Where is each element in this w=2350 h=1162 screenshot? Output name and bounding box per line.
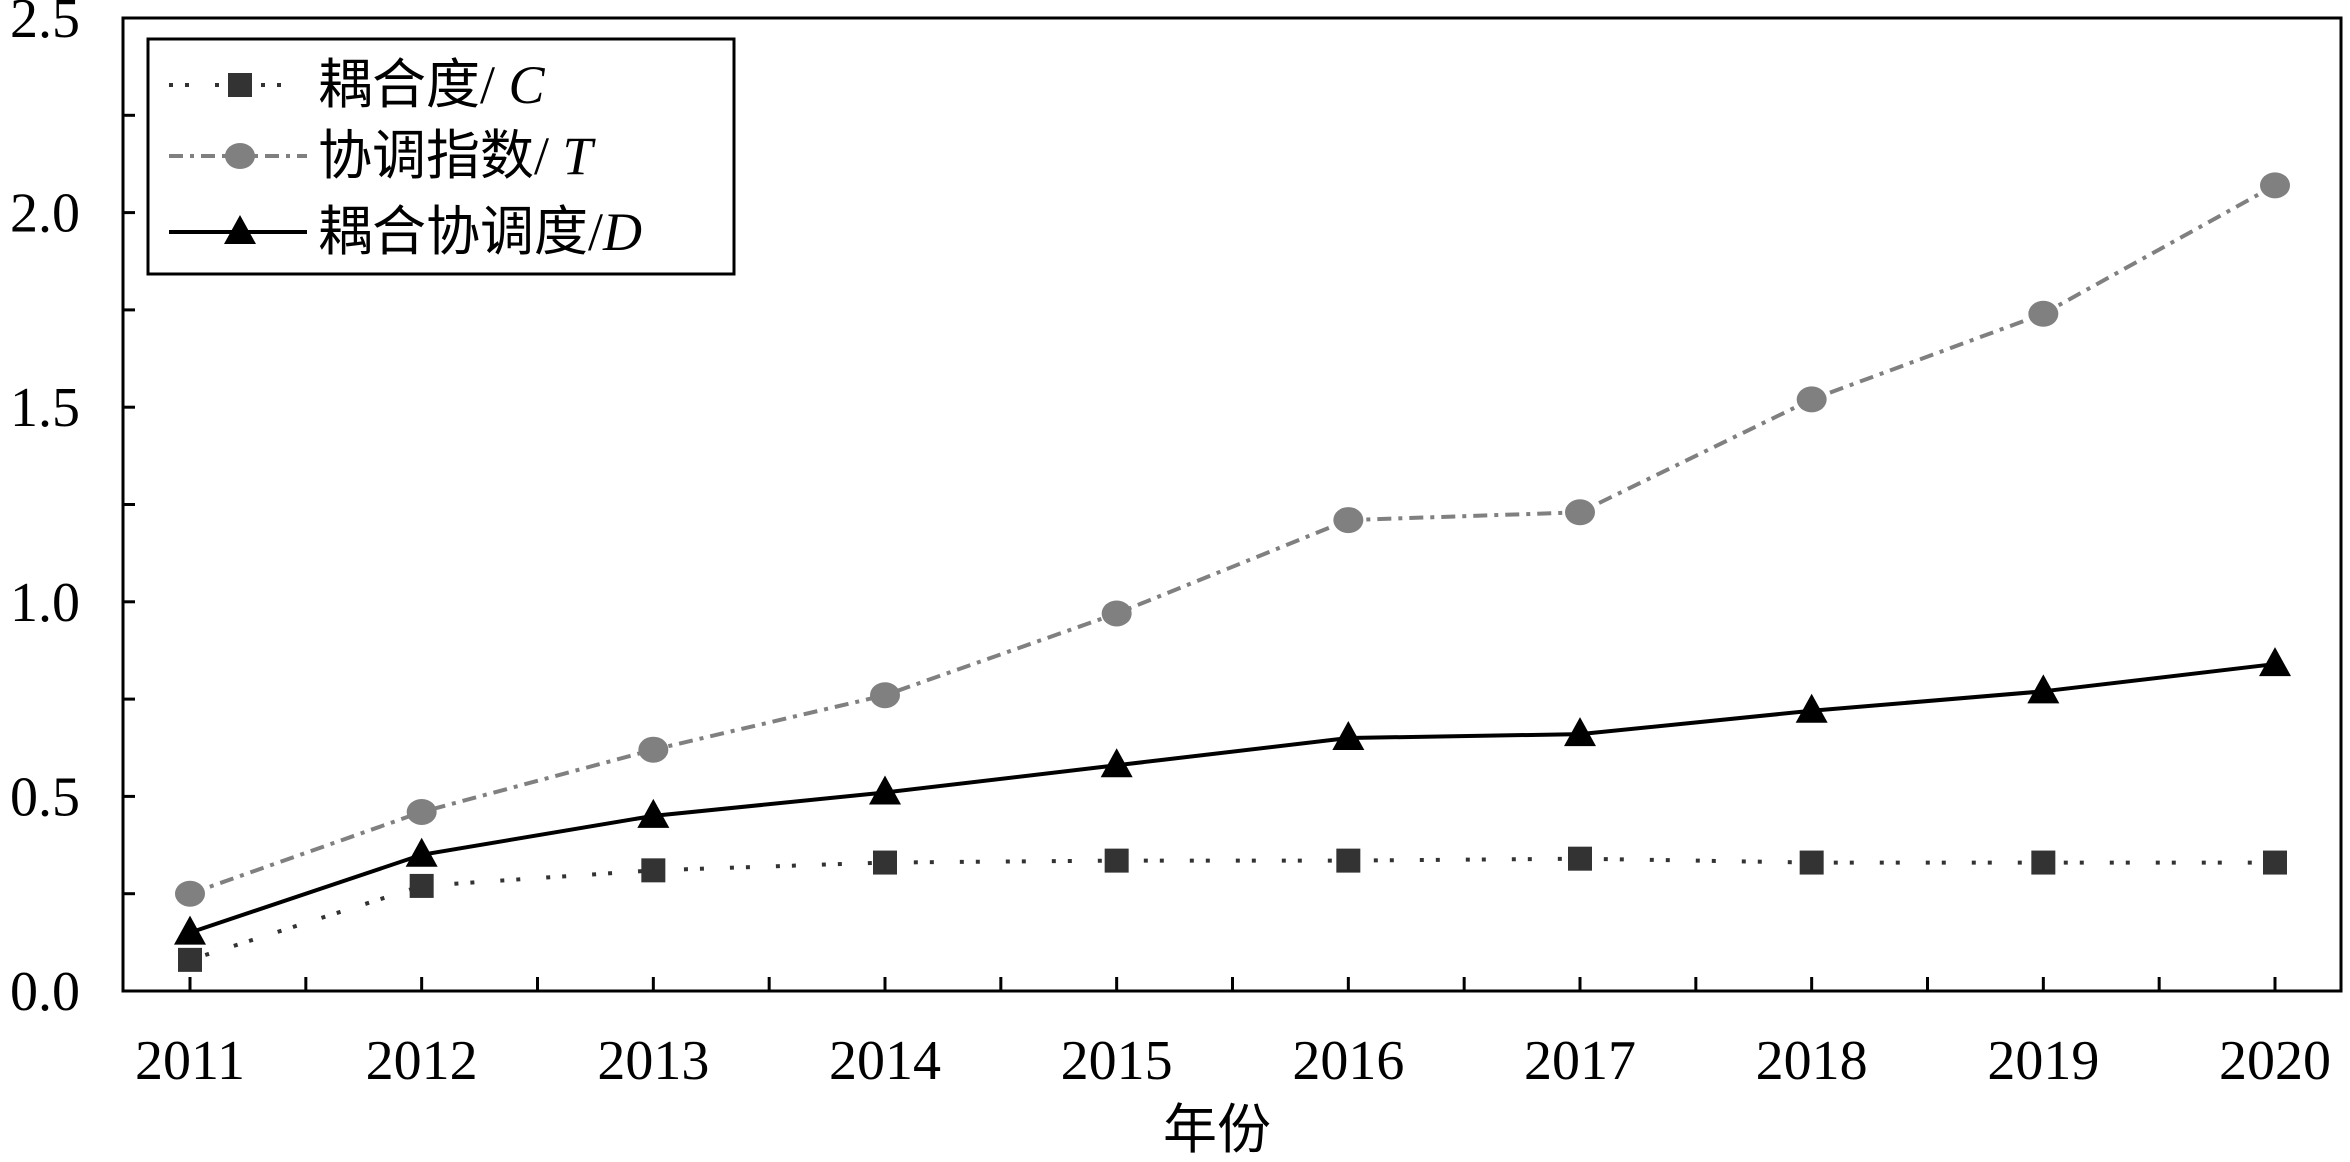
data-point-c <box>641 858 666 883</box>
x-tick-label: 2019 <box>1987 1030 2099 1092</box>
legend-label-c: 耦合度/ C <box>318 55 546 115</box>
data-point-c <box>2263 850 2287 875</box>
series-line-d <box>189 662 2276 935</box>
x-axis-title: 年份 <box>1163 1100 1271 1160</box>
axes: 2011 2012 2013 2014 2015 2016 2017 2018 2019 2020… <box>10 0 2343 1092</box>
data-point-d <box>1795 693 1828 723</box>
data-point-d <box>405 837 438 867</box>
y-tick-label: 0.0 <box>10 961 80 1023</box>
y-tick-label: 2.0 <box>10 183 80 245</box>
legend-marker-t <box>225 143 255 169</box>
series-line-t <box>189 183 2276 896</box>
data-point-c <box>409 873 434 898</box>
data-point-d <box>1100 748 1133 778</box>
data-point-t <box>406 798 437 825</box>
data-point-d <box>2027 674 2060 704</box>
data-point-c <box>1799 850 1824 875</box>
data-point-d <box>1564 717 1596 747</box>
data-point-t <box>870 682 900 709</box>
series-layer <box>174 172 2291 972</box>
series-line-c <box>189 856 2275 962</box>
legend-marker-d <box>224 215 256 244</box>
x-tick-label: 2014 <box>829 1030 941 1092</box>
data-point-c <box>2031 850 2056 875</box>
x-tick-label: 2017 <box>1524 1030 1636 1092</box>
x-tick-label: 2018 <box>1756 1030 1868 1092</box>
data-point-c <box>1104 848 1129 873</box>
data-point-d <box>2259 647 2291 677</box>
data-point-d <box>637 798 670 828</box>
legend: 耦合度/ C 协调指数/ T 耦合协调度/D <box>146 37 736 276</box>
data-point-c <box>873 850 897 875</box>
data-point-t <box>1101 600 1132 627</box>
x-tick-label: 2013 <box>597 1030 709 1092</box>
data-point-t <box>2028 300 2059 327</box>
y-tick-label: 1.0 <box>10 572 80 634</box>
x-tick-label: 2012 <box>366 1030 478 1092</box>
data-point-t <box>175 880 205 907</box>
y-tick-label: 1.5 <box>10 377 80 439</box>
data-point-t <box>2260 172 2290 199</box>
x-tick-label: 2015 <box>1061 1030 1173 1092</box>
data-point-t <box>1796 386 1827 413</box>
data-point-t <box>638 736 669 763</box>
x-tick-label: 2011 <box>135 1030 245 1092</box>
legend-label-d: 耦合协调度/D <box>318 202 642 262</box>
data-point-c <box>1568 846 1592 871</box>
data-point-c <box>178 947 202 972</box>
data-point-t <box>1565 499 1595 526</box>
legend-marker-c <box>228 73 252 97</box>
y-tick-label: 0.5 <box>10 766 80 828</box>
data-point-d <box>174 915 206 945</box>
y-tick-label: 2.5 <box>10 0 80 50</box>
data-point-t <box>1333 507 1364 534</box>
x-tick-label: 2020 <box>2219 1030 2331 1092</box>
data-point-d <box>1332 721 1365 751</box>
x-tick-label: 2016 <box>1292 1030 1404 1092</box>
data-point-d <box>869 775 901 805</box>
data-point-c <box>1336 848 1361 873</box>
legend-label-t: 协调指数/ T <box>318 126 597 186</box>
